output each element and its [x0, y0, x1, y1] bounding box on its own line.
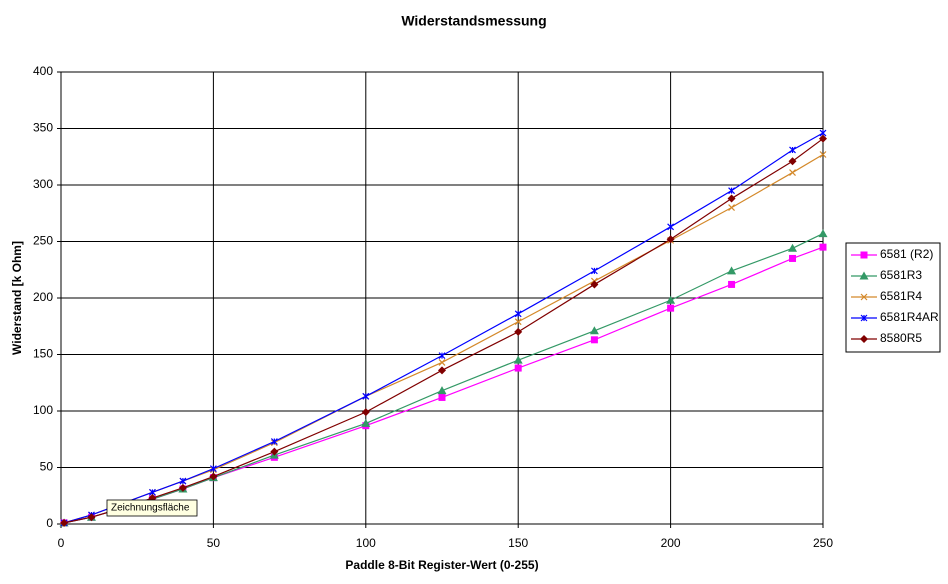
- marker: [590, 267, 598, 275]
- marker: [789, 254, 797, 262]
- marker: [438, 366, 446, 375]
- marker: [514, 364, 522, 372]
- marker: [788, 157, 797, 166]
- x-tick-label: 100: [356, 536, 376, 550]
- marker: [438, 358, 446, 366]
- marker: [270, 447, 279, 456]
- y-tick-label: 350: [33, 121, 53, 135]
- marker: [728, 187, 735, 195]
- y-tick-label: 50: [40, 460, 54, 474]
- y-tick-label: 0: [46, 516, 53, 530]
- marker: [789, 169, 796, 176]
- marker: [728, 204, 735, 212]
- marker: [860, 293, 868, 301]
- legend-label: 6581R3: [880, 268, 922, 282]
- marker: [788, 243, 798, 252]
- marker: [514, 327, 523, 336]
- marker: [361, 408, 370, 417]
- marker: [60, 518, 69, 527]
- marker: [362, 392, 370, 400]
- legend-label: 6581R4AR: [880, 310, 939, 324]
- marker: [859, 271, 869, 280]
- marker: [728, 280, 736, 288]
- marker: [438, 393, 446, 401]
- x-tick-label: 50: [207, 536, 221, 550]
- x-tick-label: 150: [508, 536, 528, 550]
- marker: [438, 352, 446, 360]
- tooltip-box: [106, 499, 198, 517]
- y-tick-label: 150: [33, 347, 53, 361]
- marker: [513, 355, 523, 364]
- marker: [819, 151, 827, 158]
- marker: [860, 251, 868, 259]
- marker: [437, 386, 447, 395]
- y-tick-label: 400: [33, 64, 53, 78]
- x-tick-label: 250: [813, 536, 833, 550]
- marker: [361, 418, 371, 427]
- marker: [270, 438, 278, 445]
- marker: [727, 266, 737, 275]
- marker: [727, 194, 736, 203]
- marker: [178, 483, 187, 492]
- marker: [666, 235, 675, 244]
- marker: [179, 477, 187, 485]
- marker: [514, 318, 522, 326]
- marker: [860, 314, 868, 322]
- marker: [667, 304, 675, 312]
- tooltip: Zeichnungsfläche: [111, 503, 190, 514]
- marker: [590, 280, 599, 289]
- marker: [514, 310, 522, 318]
- legend-label: 8580R5: [880, 331, 922, 345]
- y-axis-label: Widerstand [k Ohm]: [10, 241, 24, 355]
- x-tick-label: 200: [661, 536, 681, 550]
- marker: [789, 146, 796, 154]
- y-tick-label: 200: [33, 290, 53, 304]
- marker: [666, 295, 676, 304]
- marker: [818, 229, 828, 238]
- legend-label: 6581R4: [880, 289, 922, 303]
- chart-title: Widerstandsmessung: [401, 13, 546, 29]
- marker: [667, 223, 675, 231]
- marker: [819, 134, 827, 143]
- marker: [860, 335, 868, 343]
- marker: [590, 336, 598, 344]
- y-tick-label: 100: [33, 403, 53, 417]
- x-tick-label: 0: [58, 536, 65, 550]
- marker: [209, 465, 217, 473]
- legend-label: 6581 (R2): [880, 247, 933, 261]
- y-tick-label: 250: [33, 234, 53, 248]
- marker: [589, 326, 599, 335]
- x-axis-label: Paddle 8-Bit Register-Wert (0-255): [345, 558, 538, 572]
- marker: [819, 243, 827, 251]
- marker: [87, 513, 96, 522]
- y-tick-label: 300: [33, 177, 53, 191]
- marker: [209, 472, 218, 481]
